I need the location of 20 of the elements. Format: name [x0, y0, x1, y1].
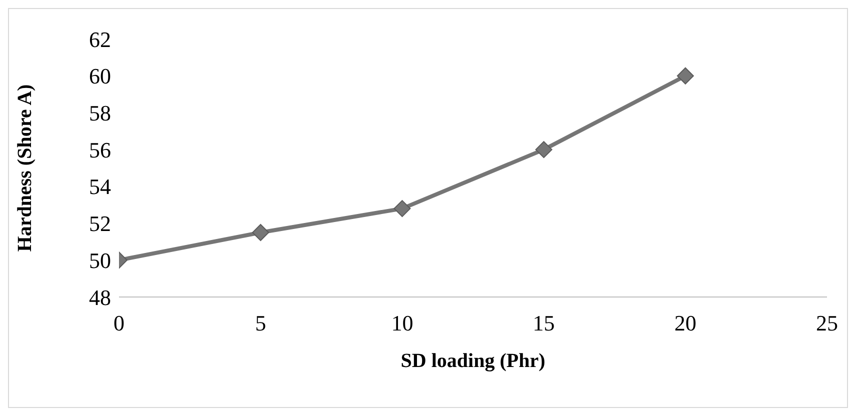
- y-tick-label: 62: [89, 26, 111, 52]
- y-axis-title: Hardness (Shore A): [14, 84, 36, 252]
- y-tick-label: 60: [89, 64, 111, 89]
- point: [676, 67, 694, 84]
- y-tick-label: 58: [89, 100, 111, 126]
- x-tick-label: 10: [391, 310, 414, 336]
- x-tick-label: 25: [816, 310, 838, 336]
- x-tick-label: 0: [114, 310, 124, 336]
- x-axis-title: SD loading (Phr): [400, 350, 546, 372]
- y-tick-label: 50: [89, 248, 111, 273]
- x-tick-label: 15: [532, 310, 555, 336]
- point: [394, 200, 411, 218]
- y-tick-label: 54: [89, 174, 111, 200]
- x-tick-label: 5: [255, 310, 266, 336]
- x-tick-label: 20: [674, 310, 696, 336]
- point: [252, 224, 270, 241]
- y-tick-label: 52: [89, 211, 111, 236]
- point: [535, 141, 552, 158]
- y-tick-label: 56: [89, 137, 111, 162]
- y-tick-label: 48: [89, 284, 111, 310]
